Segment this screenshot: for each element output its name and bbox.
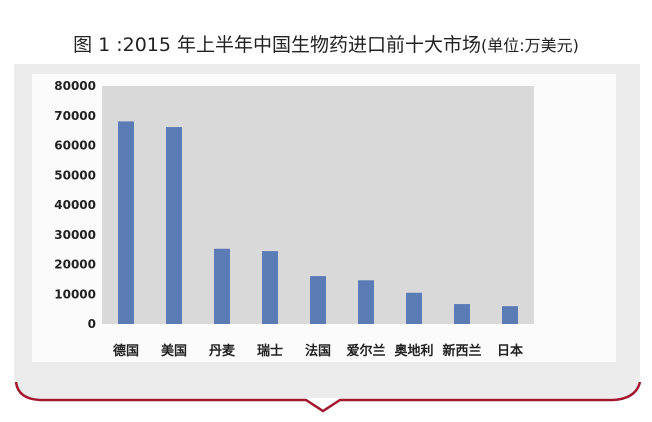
chart-title: 图 1 :2015 年上半年中国生物药进口前十大市场(单位:万美元) [0, 30, 652, 57]
bar-德国 [118, 121, 134, 324]
x-tick-label: 美国 [161, 343, 187, 359]
bar-法国 [310, 276, 326, 324]
x-tick-label: 奥地利 [394, 343, 433, 359]
decorative-bracket [14, 381, 642, 413]
y-tick-label: 30000 [54, 228, 96, 242]
y-tick-label: 40000 [54, 198, 96, 212]
y-tick-label: 50000 [54, 168, 96, 182]
y-tick-label: 10000 [54, 287, 96, 301]
x-tick-label: 德国 [113, 343, 139, 359]
x-tick-label: 新西兰 [442, 343, 481, 359]
unit-text: (单位:万美元) [481, 36, 579, 55]
bar-奥地利 [406, 292, 422, 324]
bar-瑞士 [262, 251, 278, 324]
x-tick-label: 瑞士 [257, 343, 283, 359]
x-tick-label: 法国 [305, 343, 331, 359]
y-tick-label: 70000 [54, 109, 96, 123]
title-text: 图 1 :2015 年上半年中国生物药进口前十大市场 [73, 34, 482, 56]
y-tick-label: 0 [88, 317, 96, 331]
y-tick-label: 80000 [54, 79, 96, 93]
y-tick-label: 60000 [54, 139, 96, 153]
y-tick-label: 20000 [54, 258, 96, 272]
x-tick-label: 爱尔兰 [346, 343, 385, 359]
bar-日本 [502, 306, 518, 324]
bar-爱尔兰 [358, 280, 374, 324]
bar-丹麦 [214, 248, 230, 324]
x-tick-label: 日本 [497, 343, 523, 359]
bar-美国 [166, 127, 182, 325]
bar-新西兰 [454, 304, 470, 324]
x-tick-label: 丹麦 [209, 343, 236, 359]
